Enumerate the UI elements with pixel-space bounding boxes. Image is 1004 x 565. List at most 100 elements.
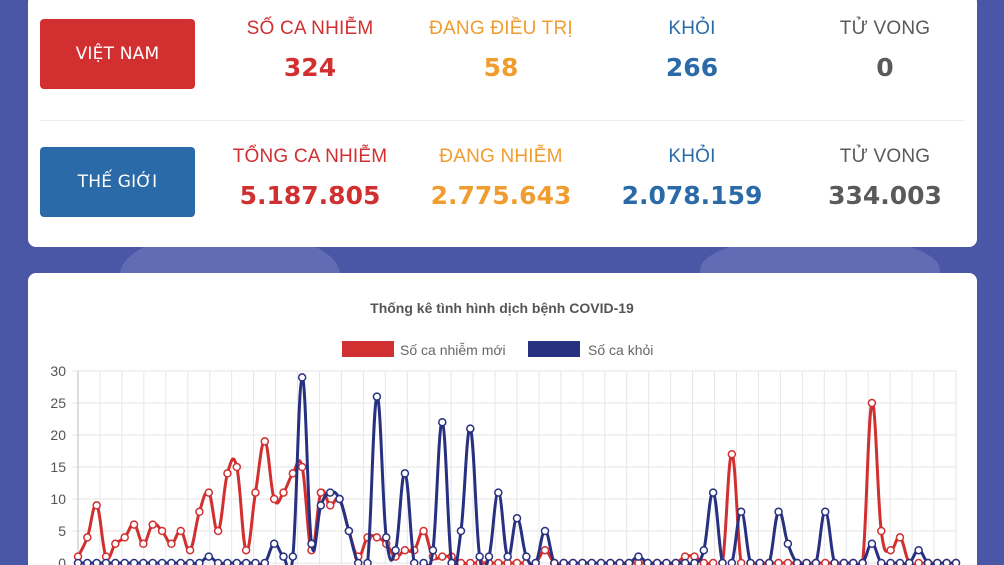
data-point [438,552,447,561]
data-point [241,558,251,565]
data-point [736,558,746,565]
data-point [325,488,335,497]
data-point [279,488,288,497]
data-point [279,552,288,561]
data-point [251,558,260,565]
data-point [83,533,92,542]
data-point [503,552,512,561]
divider [40,120,965,121]
legend-swatch [528,341,580,357]
data-point [596,558,606,565]
y-tick-label: 5 [58,523,66,539]
data-point [120,558,129,565]
data-point [129,558,139,565]
data-point [223,558,232,565]
data-point [839,558,849,565]
data-point [736,507,746,517]
data-point [297,373,307,382]
stat-label: ĐANG ĐIỀU TRỊ [429,18,573,39]
data-point [802,558,811,565]
stat-value: 5.187.805 [239,181,381,210]
stat-label: ĐANG NHIỄM [439,146,563,167]
data-point [157,558,167,565]
stat-label: SỐ CA NHIỄM [246,18,374,39]
data-point [148,520,157,529]
data-point [73,558,83,565]
y-tick-label: 30 [50,363,66,379]
stat-value: 334.003 [828,181,942,210]
data-point [849,558,858,565]
data-point [307,539,316,549]
data-point [550,558,559,565]
data-point [438,417,447,427]
world-button[interactable]: THẾ GIỚI [40,147,195,217]
legend-label: Số ca nhiễm mới [400,342,506,358]
data-point [820,507,830,517]
data-point [895,558,905,565]
data-point [877,558,886,565]
data-point [223,469,232,478]
data-point [830,558,839,565]
data-point [139,558,148,565]
data-point [185,558,195,565]
data-point [83,558,92,565]
data-point [288,552,298,561]
data-point [858,558,867,565]
data-point [671,558,681,565]
data-point [484,552,494,561]
data-point [410,558,419,565]
stat-label: TỬ VONG [839,18,931,39]
vietnam-deaths-stat: TỬ VONG 0 [790,18,980,83]
data-point [746,558,755,565]
data-point [494,488,503,497]
chart-title: Thống kê tình hình dịch bệnh COVID-19 [370,300,634,316]
data-point [353,558,363,565]
data-point [176,558,185,565]
chart-panel: Thống kê tình hình dịch bệnh COVID-19 Số… [28,273,977,565]
data-point [251,488,260,497]
data-point [260,437,270,446]
data-point [204,488,214,497]
series-recovered [73,373,961,565]
stat-value: 266 [665,53,719,82]
data-point [269,539,279,549]
data-point [447,558,456,565]
data-point [101,558,111,565]
data-point [540,545,550,555]
data-point [419,558,428,565]
data-point [531,558,540,565]
world-deaths-stat: TỬ VONG 334.003 [790,146,980,211]
y-tick-label: 0 [58,555,66,565]
vietnam-treating-stat: ĐANG ĐIỀU TRỊ 58 [406,18,596,83]
data-point [615,558,624,565]
data-point [774,558,783,565]
data-point [783,539,793,549]
data-point [606,558,615,565]
data-point [335,494,344,504]
y-tick-label: 20 [50,427,66,443]
vietnam-button[interactable]: VIỆT NAM [40,19,195,89]
data-point [204,552,214,561]
data-point [699,545,709,555]
data-point [269,494,279,504]
stat-label: KHỎI [668,18,716,39]
data-point [157,526,167,536]
data-point [877,526,886,536]
data-point [400,545,410,555]
data-point [428,545,438,555]
data-point [344,526,354,536]
data-point [372,533,382,542]
data-point [783,558,793,565]
data-point [111,558,120,565]
stat-value: 58 [483,53,519,82]
world-active-stat: ĐANG NHIỄM 2.775.643 [406,146,596,211]
legend-swatch [342,341,394,357]
data-point [540,526,550,536]
chart-legend[interactable]: Số ca nhiễm mới Số ca khỏi [342,341,653,358]
data-point [643,558,653,565]
data-point [372,392,382,401]
data-point [466,424,475,433]
stat-value: 324 [283,53,337,82]
data-point [400,469,410,478]
data-point [232,462,242,472]
